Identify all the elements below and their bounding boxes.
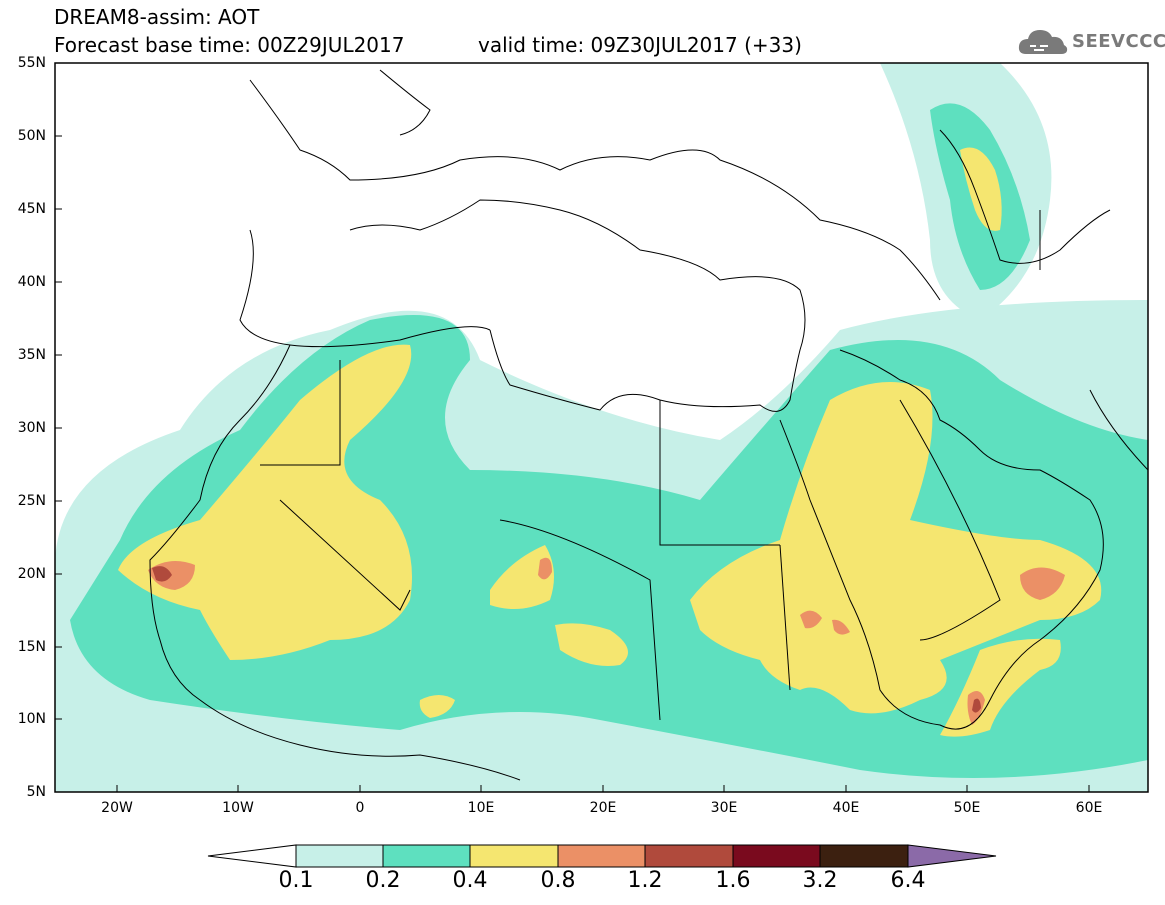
logo-text: SEEVCCC (1072, 31, 1165, 52)
forecast-base-time: Forecast base time: 00Z29JUL2017 (54, 33, 405, 57)
colorbar (207, 844, 997, 868)
lat-label: 25N (17, 493, 46, 509)
lon-label: 0 (355, 800, 365, 816)
lat-label: 10N (17, 711, 46, 727)
lat-label: 45N (17, 201, 46, 217)
map-title: DREAM8-assim: AOT (54, 5, 260, 29)
colorbar-swatch (732, 844, 821, 868)
lon-label: 10E (467, 800, 495, 816)
colorbar-label: 1.6 (715, 868, 751, 893)
lat-label: 5N (26, 784, 46, 800)
lat-label: 50N (17, 128, 46, 144)
lon-label: 20E (589, 800, 617, 816)
lon-label: 50E (953, 800, 981, 816)
colorbar-label: 0.8 (540, 868, 576, 893)
colorbar-label: 0.2 (365, 868, 401, 893)
lat-label: 55N (17, 55, 46, 71)
lon-label: 30E (710, 800, 738, 816)
lat-label: 35N (17, 347, 46, 363)
lat-label: 20N (17, 566, 46, 582)
colorbar-high-arrow (907, 844, 997, 868)
lat-label: 30N (17, 420, 46, 436)
graticule-ticks (55, 62, 1090, 792)
colorbar-swatch (469, 844, 559, 868)
colorbar-swatch (819, 844, 909, 868)
lon-label: 20W (101, 800, 133, 816)
lon-label: 10W (222, 800, 254, 816)
colorbar-swatch (644, 844, 734, 868)
cloud-icon (1018, 30, 1068, 54)
lat-label: 40N (17, 274, 46, 290)
seevccc-logo: SEEVCCC (1016, 24, 1165, 60)
lat-label: 15N (17, 639, 46, 655)
colorbar-label: 3.2 (802, 868, 838, 893)
colorbar-low-arrow (207, 844, 297, 868)
colorbar-swatch (557, 844, 646, 868)
aot-field (55, 63, 1148, 792)
lon-label: 60E (1075, 800, 1103, 816)
colorbar-label: 0.1 (278, 868, 314, 893)
colorbar-swatch (382, 844, 471, 868)
colorbar-label: 0.4 (452, 868, 488, 893)
lon-label: 40E (832, 800, 860, 816)
colorbar-label: 1.2 (627, 868, 663, 893)
colorbar-swatch (295, 844, 384, 868)
colorbar-label: 6.4 (890, 868, 926, 893)
valid-time: valid time: 09Z30JUL2017 (+33) (478, 33, 802, 57)
